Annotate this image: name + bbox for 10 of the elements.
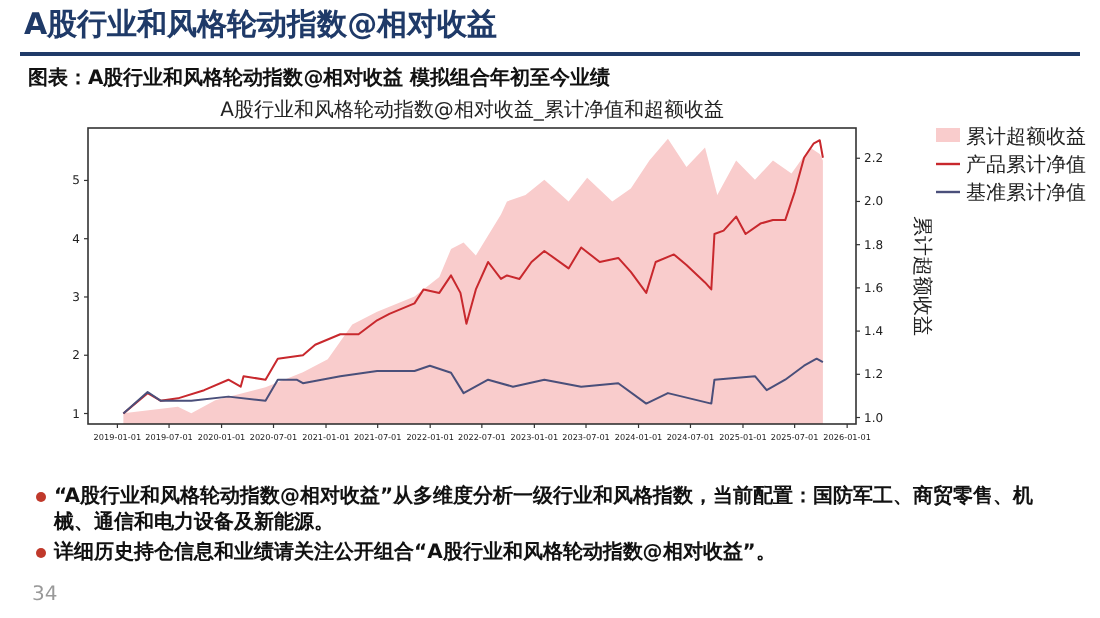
annotation: “A股行业和风格轮动指数@相对收益”从多维度分析一级行业和风格指数，当前配置：国防军工、商贸零售、机械、通信和电力设备及新能源。 (54, 484, 1036, 536)
legend-label: 产品累计净值 (966, 153, 1086, 177)
annotation: A股行业和风格轮动指数@相对收益_累计净值和超额收益 (220, 100, 724, 122)
legend-label: 累计超额收益 (966, 125, 1086, 149)
annotation: 详细历史持仓信息和业绩请关注公开组合“A股行业和风格轮动指数@相对收益”。 (54, 540, 778, 566)
annotation: 34 (32, 584, 58, 606)
subtitle: 图表：A股行业和风格轮动指数@相对收益 模拟组合年初至今业绩 (28, 64, 611, 92)
legend-label: 基准累计净值 (966, 181, 1086, 205)
y2-axis-title: 累计超额收益 (910, 216, 934, 336)
title: A股行业和风格轮动指数@相对收益 (24, 6, 498, 44)
